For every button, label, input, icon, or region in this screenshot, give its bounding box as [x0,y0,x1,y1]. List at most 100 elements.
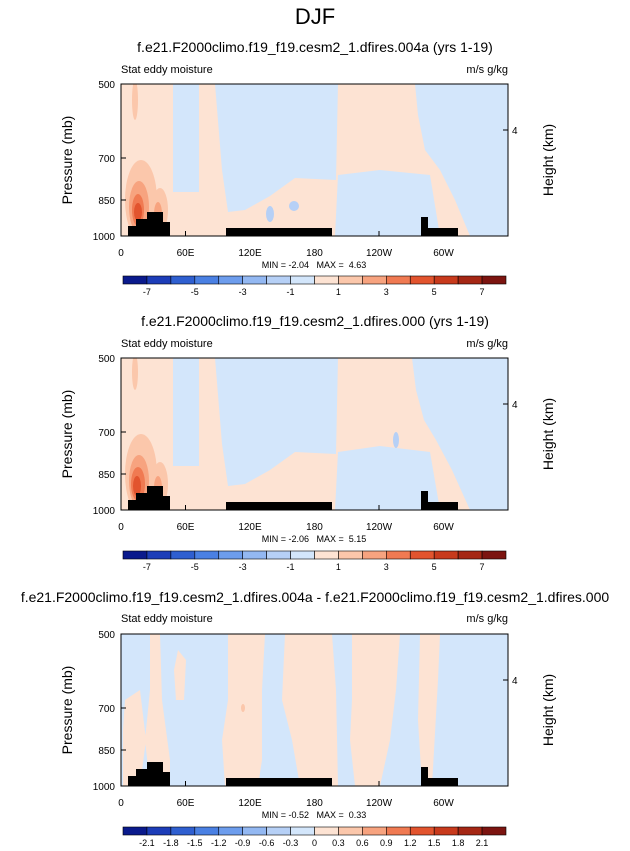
colorbar-box [242,826,267,836]
units-label: m/s g/kg [466,338,508,350]
contour-negative [415,84,508,236]
colorbar-box [218,275,243,285]
units-label: m/s g/kg [466,613,508,625]
colorbar-label: 0.6 [356,838,369,848]
colorbar-label: 7 [480,562,485,572]
x-tick-label: 120W [366,798,393,809]
y2-tick-label: 4 [512,676,518,687]
colorbar-label: -3 [239,287,247,297]
colorbar-box [218,826,243,836]
colorbar-label: 1.5 [428,838,441,848]
colorbar-box [146,550,172,560]
x-tick-label: 180 [306,522,323,533]
colorbar: -7 -5 -3 -1 1 3 5 7 [122,550,507,572]
min-max-stats: MIN = -0.52 MAX = 0.33 [262,810,367,820]
colorbar-box [386,826,411,836]
colorbar-box [481,550,507,560]
contour-positive [145,634,170,786]
colorbar-box [266,826,291,836]
x-tick-label: 0 [118,522,124,533]
colorbar-box [170,826,196,836]
x-tick-label: 120W [366,248,393,259]
x-axis: 0 60E 120E 180 120W 60W [118,505,454,533]
colorbar-box [362,826,387,836]
y-tick-label: 1000 [93,782,116,793]
colorbar-label: -1 [287,562,295,572]
x-tick-label: 60W [433,522,454,533]
variable-label: Stat eddy moisture [121,338,213,350]
colorbar-box [314,826,339,836]
colorbar-label: -5 [191,287,199,297]
colorbar-label: -2.1 [139,838,155,848]
y2-axis-label: Height (km) [540,398,556,470]
x-tick-label: 180 [306,798,323,809]
topography [226,228,332,236]
x-tick-label: 60E [177,248,195,259]
colorbar-label: -1.2 [211,838,227,848]
panel-title: f.e21.F2000climo.f19_f19.cesm2_1.dfires.… [21,589,610,605]
units-label: m/s g/kg [466,64,508,76]
y-tick-label: 700 [98,704,115,715]
colorbar-box [433,550,459,560]
contour-positive [133,476,141,496]
colorbar-label: -5 [191,562,199,572]
colorbar-label: 0.9 [380,838,393,848]
plot-area [121,358,508,510]
colorbar-box [266,550,291,560]
colorbar-box [481,826,507,836]
colorbar-box [409,550,435,560]
colorbar-box [122,550,148,560]
contour-negative [335,446,440,510]
y2-axis-label: Height (km) [540,674,556,746]
colorbar-box [362,550,387,560]
colorbar: -7 -5 -3 -1 1 3 5 7 [122,275,507,297]
y-tick-label: 1000 [93,232,116,243]
x-tick-label: 120W [366,522,393,533]
colorbar-box [338,826,363,836]
colorbar-box [122,826,148,836]
colorbar-label: -7 [143,562,151,572]
colorbar-label: 1 [336,287,341,297]
colorbar-label: 3 [384,562,389,572]
colorbar-label: -0.3 [283,838,299,848]
contour-positive [134,203,142,221]
topography [128,762,170,786]
colorbar-box [433,275,459,285]
panel-2: f.e21.F2000climo.f19_f19.cesm2_1.dfires.… [59,313,556,572]
colorbar-box [194,550,220,560]
colorbar-label: 5 [432,562,437,572]
contour-negative [215,84,338,212]
colorbar-label: 1.2 [404,838,417,848]
colorbar-box [433,826,459,836]
x-tick-label: 0 [118,798,124,809]
colorbar-box [362,275,387,285]
y-tick-label: 850 [98,470,115,481]
x-tick-label: 60W [433,798,454,809]
colorbar-box [314,550,339,560]
colorbar-label: 7 [480,287,485,297]
colorbar-box [481,275,507,285]
colorbar-label: -3 [239,562,247,572]
y-axis: 500 700 850 1000 Pressure (mb) 4 Height … [59,354,556,517]
colorbar-box [266,275,291,285]
contour-negative [289,201,299,211]
topography [226,502,332,510]
contour-positive [350,634,400,786]
colorbar-box [146,826,172,836]
colorbar-box [146,275,172,285]
y2-tick-label: 4 [512,126,518,137]
colorbar-label: 3 [384,287,389,297]
colorbar-label: -1.8 [163,838,179,848]
colorbar-box [242,275,267,285]
variable-label: Stat eddy moisture [121,613,213,625]
x-tick-label: 60W [433,248,454,259]
colorbar-label: -0.6 [259,838,275,848]
topography [421,491,458,510]
page-title: DJF [294,4,336,29]
colorbar-box [338,275,363,285]
y-tick-label: 850 [98,746,115,757]
topography [128,212,170,236]
colorbar-box [290,826,315,836]
x-tick-label: 60E [177,522,195,533]
